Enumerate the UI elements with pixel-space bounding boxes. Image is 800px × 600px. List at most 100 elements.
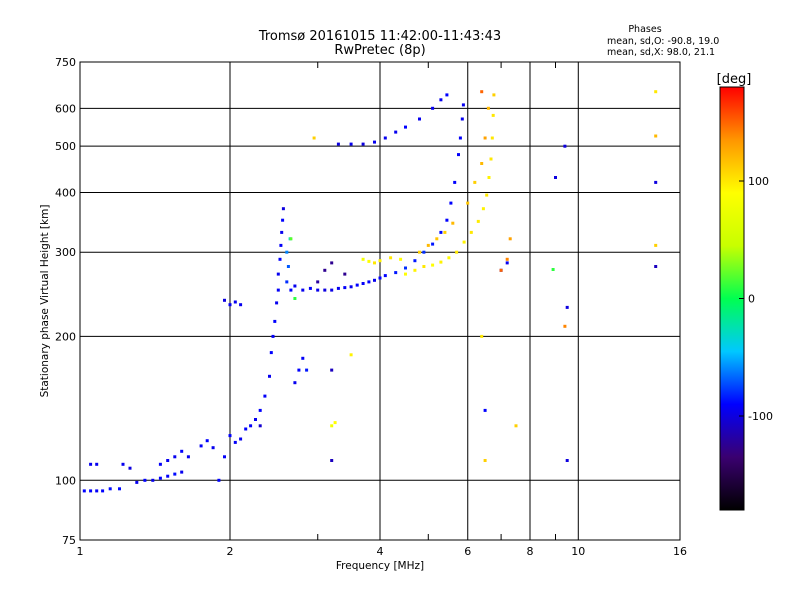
data-point (413, 268, 417, 272)
y-tick-label: 750 (55, 56, 76, 69)
colorbar-tick-label: -100 (748, 410, 773, 423)
y-tick-label: 500 (55, 140, 76, 153)
data-point (330, 459, 334, 462)
data-point (654, 90, 658, 94)
data-point (316, 280, 320, 284)
data-point (394, 271, 398, 275)
colorbar-ticks: 100 0 -100 (739, 175, 773, 423)
data-point (180, 449, 184, 453)
data-point (485, 193, 489, 197)
data-point (166, 459, 170, 462)
data-point (565, 305, 569, 309)
colorbar-unit-label: [deg] (717, 72, 752, 87)
data-point (258, 408, 262, 412)
data-point (89, 462, 93, 466)
data-point (439, 260, 443, 264)
data-point (349, 285, 353, 289)
data-point (447, 256, 451, 260)
data-point (445, 218, 449, 222)
data-point (481, 207, 485, 211)
data-point (426, 243, 430, 247)
x-tick-label: 4 (377, 545, 384, 558)
data-point (378, 276, 382, 280)
data-point (404, 125, 407, 129)
data-point (458, 136, 462, 140)
data-point (263, 394, 267, 398)
phase-stats-x: mean, sd,X: 98.0, 21.1 (607, 47, 715, 58)
y-axis-label: Stationary phase Virtual Height [km] (39, 205, 51, 398)
data-point (258, 424, 262, 428)
phase-stats-o: mean, sd,O: -90.8, 19.0 (607, 36, 719, 47)
data-point (89, 489, 93, 493)
grid-lines (80, 62, 680, 540)
data-point (279, 243, 283, 247)
data-point (554, 176, 557, 179)
data-point (205, 439, 209, 443)
x-tick-label: 6 (464, 545, 471, 558)
data-point (508, 237, 512, 241)
data-point (443, 230, 447, 234)
data-point (271, 334, 275, 338)
data-point (480, 334, 484, 338)
colorbar-tick-label: 0 (748, 293, 755, 306)
data-point (654, 265, 658, 268)
axis-ticks: 1 2 4 6 8 10 16 75 100 200 300 400 500 600 750 (55, 56, 687, 558)
data-point (273, 319, 277, 323)
data-point (228, 434, 232, 438)
data-point (217, 478, 221, 482)
chart-subtitle: RwPretec (8p) (334, 43, 425, 58)
data-point (323, 288, 327, 292)
data-point (95, 489, 99, 493)
x-tick-label: 10 (571, 545, 585, 558)
data-point (431, 106, 435, 110)
data-point (487, 176, 491, 179)
data-point (285, 250, 289, 254)
data-point (199, 444, 203, 448)
data-point (449, 201, 453, 205)
y-tick-label: 400 (55, 186, 76, 199)
data-point (173, 472, 177, 476)
chart-title: Tromsø 20161015 11:42:00-11:43:43 (258, 29, 501, 44)
data-point (514, 424, 518, 428)
data-point (563, 324, 567, 328)
data-point (276, 272, 280, 276)
x-axis-label: Frequency [MHz] (336, 560, 424, 572)
data-point (108, 487, 112, 491)
data-point (361, 142, 365, 146)
data-point (383, 136, 387, 140)
y-tick-label: 75 (62, 534, 76, 547)
data-point (489, 157, 493, 161)
data-point (297, 368, 301, 372)
data-point (275, 301, 279, 305)
data-point (460, 117, 464, 121)
data-point (305, 368, 309, 372)
data-point (431, 242, 435, 246)
data-point (135, 480, 139, 484)
data-point (223, 298, 226, 302)
data-point (308, 286, 312, 290)
data-point (281, 207, 285, 211)
y-tick-label: 300 (55, 246, 76, 259)
data-point (394, 130, 398, 134)
y-tick-label: 100 (55, 474, 76, 487)
data-point (654, 134, 658, 138)
data-point (473, 180, 477, 184)
data-point (422, 265, 426, 268)
data-point (269, 351, 273, 355)
data-point (293, 284, 297, 288)
data-point (483, 459, 487, 462)
data-point (439, 98, 443, 102)
data-point (276, 288, 280, 292)
data-point (466, 201, 470, 205)
data-point (186, 455, 190, 459)
data-point (654, 243, 658, 247)
data-point (367, 280, 371, 284)
data-point (330, 261, 334, 265)
data-point (355, 283, 359, 287)
data-point (233, 440, 237, 444)
y-tick-label: 600 (55, 102, 76, 115)
data-point (491, 113, 495, 117)
data-point (349, 353, 353, 357)
data-point (330, 424, 334, 428)
data-point (312, 136, 316, 140)
